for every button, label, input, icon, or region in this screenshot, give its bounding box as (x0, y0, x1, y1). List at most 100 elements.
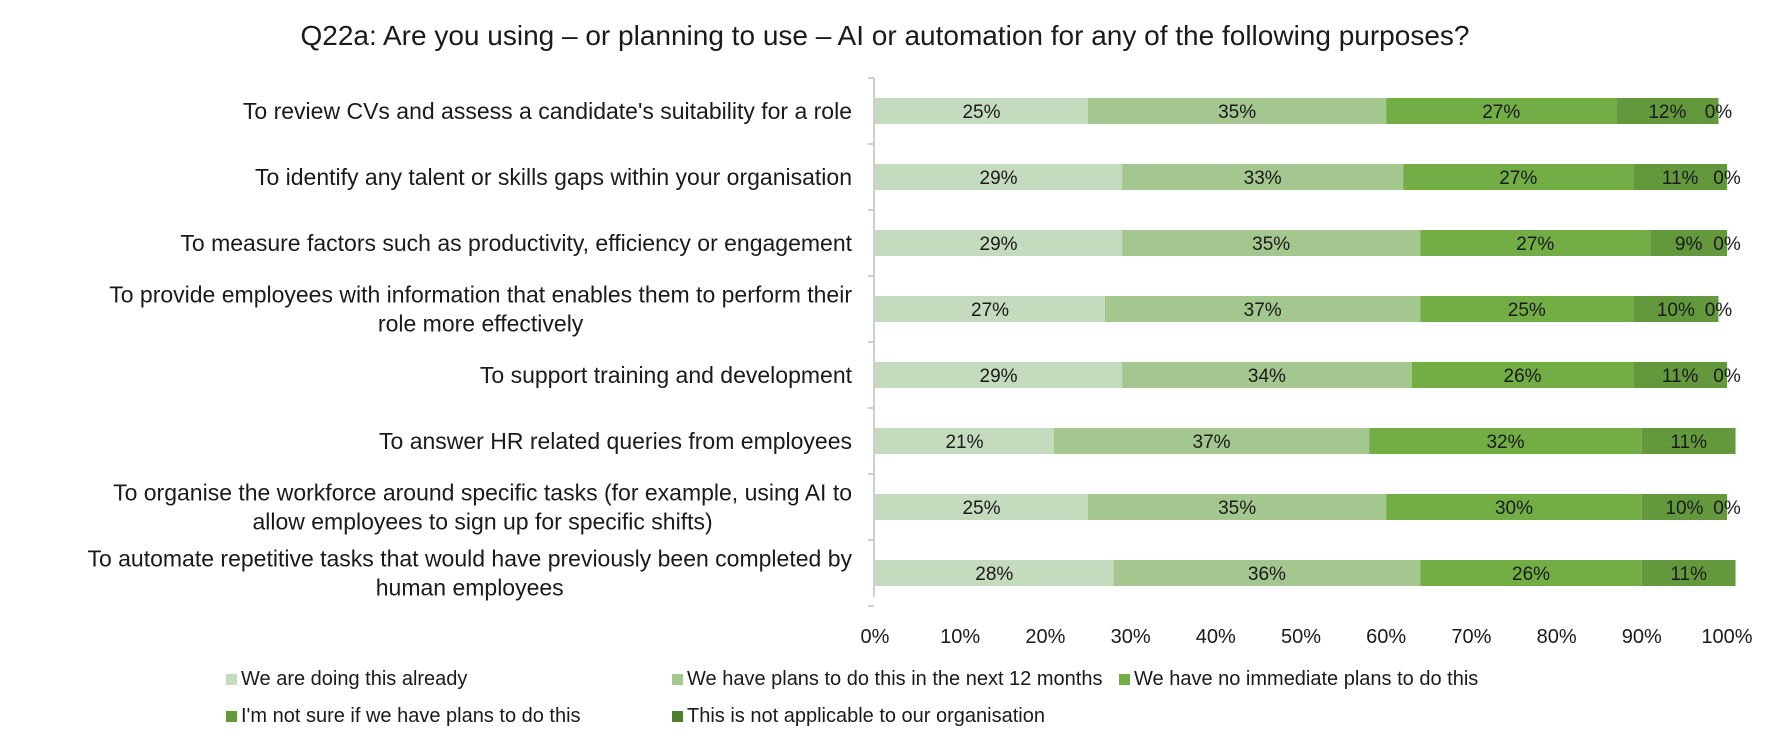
category-label-line: To identify any talent or skills gaps wi… (255, 164, 852, 190)
bar-area: 25% 35% 27% 12% 0% 29% 33% 27% 11% 0% 29% 35% 27% 9% 0… (875, 98, 1741, 586)
data-label: 11% (1670, 564, 1707, 585)
data-label: 29% (980, 366, 1018, 387)
category-label: To review CVs and assess a candidate's s… (243, 98, 852, 124)
bar-segment (1088, 98, 1387, 124)
x-tick-label: 0% (861, 626, 890, 648)
category-label: To identify any talent or skills gaps wi… (255, 164, 852, 190)
category-label-line: To support training and development (480, 362, 853, 388)
category-label-line: To measure factors such as productivity,… (180, 230, 852, 256)
legend-label: This is not applicable to our organisati… (687, 705, 1045, 727)
category-label-line: human employees (376, 575, 564, 601)
bar-segment (875, 296, 1106, 322)
data-label: 27% (1516, 234, 1554, 255)
data-label: 25% (1508, 300, 1546, 321)
data-label: 0% (1713, 366, 1741, 387)
data-label: 28% (975, 564, 1013, 585)
bar-segment (1633, 164, 1727, 190)
data-label: 21% (945, 432, 983, 453)
bar-segment (1633, 296, 1719, 322)
data-label: 12% (1648, 102, 1686, 123)
data-label: 0% (1705, 300, 1733, 321)
category-label-line: To answer HR related queries from employ… (379, 428, 852, 454)
bar-segment (875, 560, 1114, 586)
data-label: 10% (1657, 300, 1695, 321)
bar-segment (1386, 98, 1617, 124)
bar-segment (1420, 230, 1651, 256)
bar-segment (875, 362, 1123, 388)
bar-segment (1411, 362, 1634, 388)
x-tick-label: 40% (1196, 626, 1236, 648)
data-label: 29% (980, 234, 1018, 255)
data-label: 26% (1504, 366, 1542, 387)
bar-segment (875, 98, 1088, 124)
data-label: 34% (1248, 366, 1286, 387)
data-label: 33% (1244, 168, 1282, 189)
x-tick-label: 50% (1281, 626, 1321, 648)
category-label-line: To automate repetitive tasks that would … (87, 546, 852, 572)
legend-swatch (226, 674, 237, 685)
bar-segment (1641, 428, 1736, 454)
data-label: 11% (1670, 432, 1707, 453)
data-label: 30% (1495, 498, 1533, 519)
bar-segment (1633, 362, 1727, 388)
x-tick-label: 100% (1701, 626, 1752, 648)
bar-segment (875, 230, 1123, 256)
category-labels: To review CVs and assess a candidate's s… (87, 98, 852, 601)
data-label: 27% (971, 300, 1009, 321)
category-label: To measure factors such as productivity,… (180, 230, 852, 256)
category-label: To organise the workforce around specifi… (113, 480, 852, 535)
data-label: 11% (1662, 366, 1699, 387)
data-label: 11% (1662, 168, 1699, 189)
bar-segment (875, 428, 1054, 454)
bar-segment (1420, 560, 1642, 586)
data-label: 32% (1486, 432, 1524, 453)
data-label: 37% (1193, 432, 1231, 453)
legend-swatch (1119, 674, 1130, 685)
bar-segment (1403, 164, 1634, 190)
data-label: 27% (1482, 102, 1520, 123)
legend: We are doing this already We have plans t… (226, 668, 1478, 727)
bar-segment (1113, 560, 1421, 586)
x-tick-label: 10% (940, 626, 980, 648)
data-label: 0% (1713, 234, 1741, 255)
category-label-line: To review CVs and assess a candidate's s… (243, 98, 852, 124)
data-label: 0% (1713, 498, 1741, 519)
data-label: 25% (962, 102, 1000, 123)
bar-segment (1386, 494, 1642, 520)
bar-segment (1616, 98, 1719, 124)
data-label: 35% (1218, 102, 1256, 123)
bar-segment (1088, 494, 1387, 520)
bar-segment (875, 494, 1088, 520)
category-label-line: To organise the workforce around specifi… (113, 480, 852, 506)
x-tick-label: 30% (1111, 626, 1151, 648)
legend-label: I'm not sure if we have plans to do this (241, 705, 581, 727)
category-label: To support training and development (480, 362, 853, 388)
bar-segment (1369, 428, 1642, 454)
bar-segment (1122, 164, 1404, 190)
bar-segment (1122, 230, 1421, 256)
bar-segment (875, 164, 1123, 190)
x-tick-label: 90% (1622, 626, 1662, 648)
chart-title: Q22a: Are you using – or planning to use… (301, 20, 1470, 51)
x-axis: 0% 10% 20% 30% 40% 50% 60% 70% 80% 90% 100% (861, 77, 1753, 648)
category-label-line: allow employees to sign up for specific … (252, 509, 712, 535)
bar-segment (1105, 296, 1421, 322)
data-label: 27% (1499, 168, 1537, 189)
category-label-line: role more effectively (378, 311, 584, 337)
data-label: 35% (1252, 234, 1290, 255)
data-label: 29% (980, 168, 1018, 189)
bar-segment (1122, 362, 1412, 388)
legend-label: We have plans to do this in the next 12 … (687, 668, 1102, 690)
data-label: 10% (1665, 498, 1703, 519)
bar-segment (1053, 428, 1370, 454)
bar-segment (1641, 494, 1727, 520)
data-label: 37% (1244, 300, 1282, 321)
data-label: 25% (962, 498, 1000, 519)
category-label: To automate repetitive tasks that would … (87, 546, 852, 601)
category-label-line: To provide employees with information th… (109, 282, 852, 308)
data-label: 26% (1512, 564, 1550, 585)
legend-label: We are doing this already (241, 668, 467, 690)
x-tick-label: 70% (1451, 626, 1491, 648)
category-label: To provide employees with information th… (109, 282, 852, 337)
